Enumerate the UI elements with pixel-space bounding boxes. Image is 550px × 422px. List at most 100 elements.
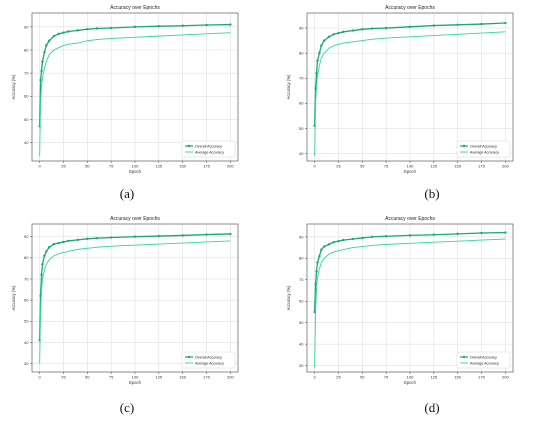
average-accuracy-line (39, 240, 231, 364)
chart-title: Accuracy over Epochs (385, 216, 435, 222)
x-tick-label: 0 (39, 375, 42, 380)
legend-entry: Overall Accuracy (195, 355, 222, 359)
chart-svg-a: Accuracy over Epochs 0 25 50 75 100 125 150 175 2… (11, 5, 239, 174)
overall-accuracy-point (52, 34, 56, 38)
overall-accuracy-point (432, 233, 436, 236)
legend-entry: Overall Accuracy (470, 144, 497, 148)
legend-entry: Average Accuracy (195, 361, 224, 365)
overall-accuracy-point (43, 254, 46, 257)
x-tick-label: 100 (132, 164, 139, 169)
y-tick-label: 60 (299, 101, 304, 106)
overall-accuracy-point (133, 25, 137, 29)
y-tick-label: 40 (24, 340, 29, 345)
overall-accuracy-point (47, 39, 51, 42)
y-tick-label: 80 (299, 256, 304, 261)
x-tick-label: 25 (336, 375, 341, 380)
overall-accuracy-point (62, 31, 65, 34)
overall-accuracy-point (316, 59, 319, 62)
y-axis-label: Accuracy (%) (286, 285, 291, 311)
overall-accuracy-point (39, 78, 42, 82)
x-tick-label: 75 (384, 164, 389, 169)
y-tick-label: 70 (299, 76, 304, 81)
overall-accuracy-point (40, 273, 43, 276)
overall-accuracy-point (351, 237, 354, 241)
overall-accuracy-point (315, 72, 318, 75)
overall-accuracy-line (38, 233, 231, 341)
x-tick-label: 75 (109, 164, 114, 169)
y-tick-label: 80 (299, 51, 304, 56)
overall-accuracy-point (432, 24, 436, 27)
y-tick-label: 70 (299, 277, 304, 282)
overall-accuracy-point (370, 235, 374, 239)
overall-accuracy-point (337, 239, 340, 243)
average-accuracy-line (314, 238, 506, 368)
x-tick-label: 0 (314, 164, 317, 169)
x-tick-label: 100 (132, 375, 139, 380)
y-tick-label: 40 (299, 151, 304, 156)
overall-accuracy-point (157, 234, 161, 238)
overall-accuracy-point (52, 242, 56, 246)
overall-accuracy-point (67, 30, 70, 33)
overall-accuracy-point (316, 261, 319, 264)
legend: Overall Accuracy Average Accuracy (181, 140, 236, 158)
panel-caption-b: (b) (424, 186, 440, 201)
panel-caption-c: (c) (119, 400, 135, 415)
y-tick-label: 50 (299, 320, 304, 325)
legend-marker (187, 144, 191, 148)
overall-accuracy-point (86, 237, 89, 240)
overall-accuracy-point (337, 31, 340, 35)
y-tick-label: 50 (24, 117, 29, 122)
overall-accuracy-point (229, 232, 232, 236)
x-tick-label: 50 (85, 375, 90, 380)
overall-accuracy-point (361, 28, 364, 31)
x-tick-label: 175 (478, 375, 485, 380)
chart-svg-b: Accuracy over Epochs 0 25 50 75 100 125 150 175 2… (286, 5, 514, 174)
plot-frame (31, 223, 239, 373)
overall-accuracy-point (40, 69, 43, 73)
y-tick-label: 40 (299, 342, 304, 347)
overall-accuracy-point (342, 238, 345, 242)
overall-accuracy-point (47, 246, 51, 249)
overall-accuracy-point (361, 236, 364, 240)
y-tick-label: 50 (24, 319, 29, 324)
overall-accuracy-line (313, 22, 506, 126)
average-accuracy-line (39, 32, 231, 157)
overall-accuracy-point (370, 27, 374, 30)
x-tick-label: 200 (502, 164, 509, 169)
overall-accuracy-point (480, 231, 483, 235)
y-tick-label: 80 (24, 47, 29, 52)
x-tick-label: 150 (454, 375, 461, 380)
overall-accuracy-point (181, 24, 184, 27)
plot-frame (306, 12, 514, 162)
legend-box (181, 351, 236, 369)
x-tick-label: 150 (179, 375, 186, 380)
x-tick-label: 0 (314, 375, 317, 380)
x-tick-label: 175 (203, 164, 210, 169)
x-tick-label: 100 (407, 164, 414, 169)
chart-svg-c: Accuracy over Epochs 0 25 50 75 100 125 150 175 2… (11, 216, 239, 385)
plot-frame (31, 12, 239, 162)
overall-accuracy-point (95, 27, 99, 30)
legend: Overall Accuracy Average Accuracy (456, 351, 511, 369)
x-tick-label: 150 (179, 164, 186, 169)
legend-entry: Average Accuracy (195, 150, 224, 154)
y-tick-label: 60 (24, 94, 29, 99)
y-tick-label: 50 (299, 126, 304, 131)
x-tick-label: 175 (203, 375, 210, 380)
x-axis-label: Epoch (404, 169, 417, 174)
y-tick-label: 60 (299, 299, 304, 304)
overall-accuracy-point (57, 241, 60, 245)
overall-accuracy-point (133, 235, 137, 238)
overall-accuracy-point (318, 51, 321, 55)
overall-accuracy-point (109, 236, 113, 239)
overall-accuracy-point (456, 23, 459, 26)
x-tick-label: 25 (61, 164, 66, 169)
x-tick-label: 50 (85, 164, 90, 169)
overall-accuracy-point (76, 29, 79, 32)
x-tick-label: 50 (360, 375, 365, 380)
x-tick-label: 125 (155, 375, 162, 380)
overall-accuracy-point (205, 23, 208, 27)
panel-caption-a: (a) (119, 186, 135, 201)
overall-accuracy-point (315, 269, 318, 273)
overall-accuracy-point (504, 21, 507, 25)
